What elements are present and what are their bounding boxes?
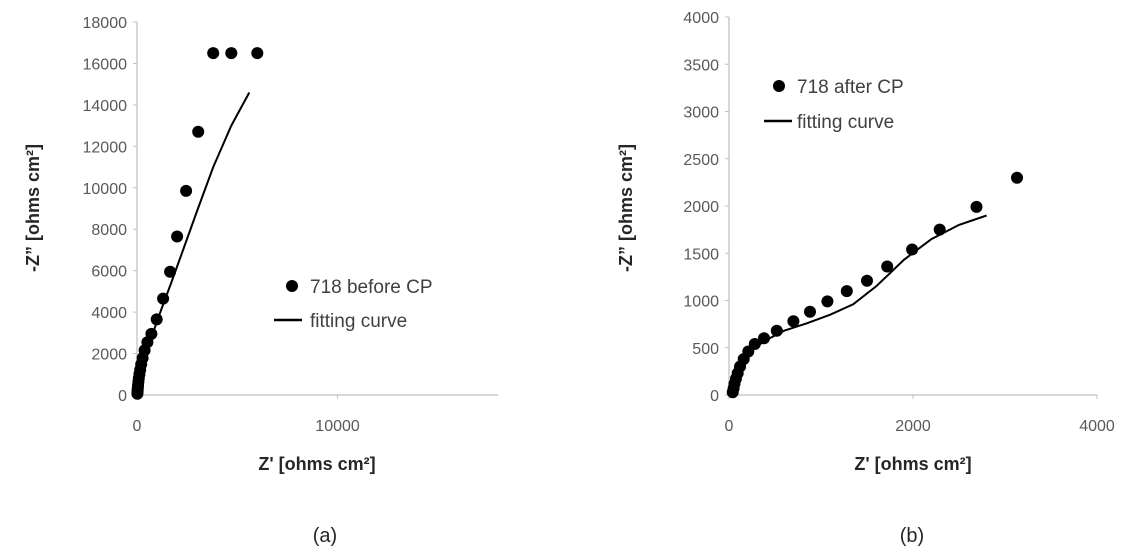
- data-point: [748, 338, 761, 350]
- data-series: [726, 171, 1023, 399]
- y-tick-label: 3000: [683, 105, 719, 122]
- x-tick-label: 4000: [1079, 418, 1115, 435]
- y-tick-label: 1000: [683, 294, 719, 311]
- x-tick-label: 2000: [895, 418, 931, 435]
- x-axis-title: Z' [ohms cm²]: [854, 454, 971, 474]
- data-series: [131, 47, 264, 400]
- y-tick-label: 1500: [683, 246, 719, 263]
- x-tick-label: 0: [725, 418, 734, 435]
- y-axis-title: -Z” [ohms cm²]: [616, 144, 636, 272]
- fitting-curve-line: [731, 214, 987, 396]
- y-tick-label: 12000: [83, 139, 128, 156]
- y-tick-label: 0: [710, 388, 719, 405]
- y-tick-label: 2000: [91, 347, 127, 364]
- data-point: [207, 47, 220, 60]
- y-tick-label: 4000: [91, 305, 127, 322]
- y-tick-label: 2000: [683, 199, 719, 216]
- y-tick-label: 6000: [91, 264, 127, 281]
- y-tick-label: 0: [118, 388, 127, 405]
- data-point: [787, 315, 800, 328]
- data-point: [192, 125, 205, 138]
- data-point: [1011, 171, 1023, 184]
- y-axis-title: -Z” [ohms cm²]: [23, 144, 43, 272]
- x-axis-title: Z' [ohms cm²]: [258, 454, 375, 474]
- legend-marker-swatch: [286, 280, 298, 292]
- legend-marker-swatch: [773, 80, 785, 92]
- panel-caption: (b): [900, 525, 924, 547]
- data-point: [251, 47, 264, 60]
- x-tick-label: 0: [133, 418, 142, 435]
- data-point: [881, 260, 894, 273]
- data-point: [970, 200, 983, 213]
- y-tick-label: 14000: [83, 98, 128, 115]
- data-point: [225, 47, 238, 60]
- data-point: [821, 295, 834, 308]
- data-point: [804, 305, 816, 318]
- legend: 718 before CP fitting curve: [274, 277, 433, 332]
- y-tick-label: 8000: [91, 222, 127, 239]
- data-point: [180, 184, 193, 197]
- data-point: [840, 285, 853, 298]
- data-point: [861, 274, 873, 287]
- y-tick-label: 500: [692, 341, 719, 358]
- legend-label: 718 after CP: [797, 77, 904, 98]
- fitting-curve-line: [136, 92, 251, 396]
- y-tick-label: 3500: [683, 57, 719, 74]
- fitting-curve-series: [731, 214, 987, 396]
- y-tick-label: 4000: [683, 10, 719, 27]
- y-tick-label: 2500: [683, 152, 719, 169]
- y-tick-label: 18000: [83, 15, 128, 32]
- y-tick-label: 10000: [83, 181, 128, 198]
- legend: 718 after CP fitting curve: [764, 77, 904, 133]
- data-point: [171, 230, 184, 243]
- fitting-curve-series: [136, 92, 251, 396]
- panel-caption: (a): [313, 525, 337, 547]
- x-tick-label: 10000: [315, 418, 360, 435]
- chart-a: 0 2000 4000 6000 8000 10000 12000 14000 16000 180…: [23, 15, 498, 547]
- legend-label: fitting curve: [310, 311, 407, 332]
- chart-b: 0 500 1000 1500 2000 2500 3000 3500 4000 0 2000 400…: [616, 10, 1115, 547]
- data-point: [758, 332, 770, 345]
- legend-label: 718 before CP: [310, 277, 433, 298]
- legend-label: fitting curve: [797, 112, 894, 133]
- y-tick-label: 16000: [83, 56, 128, 73]
